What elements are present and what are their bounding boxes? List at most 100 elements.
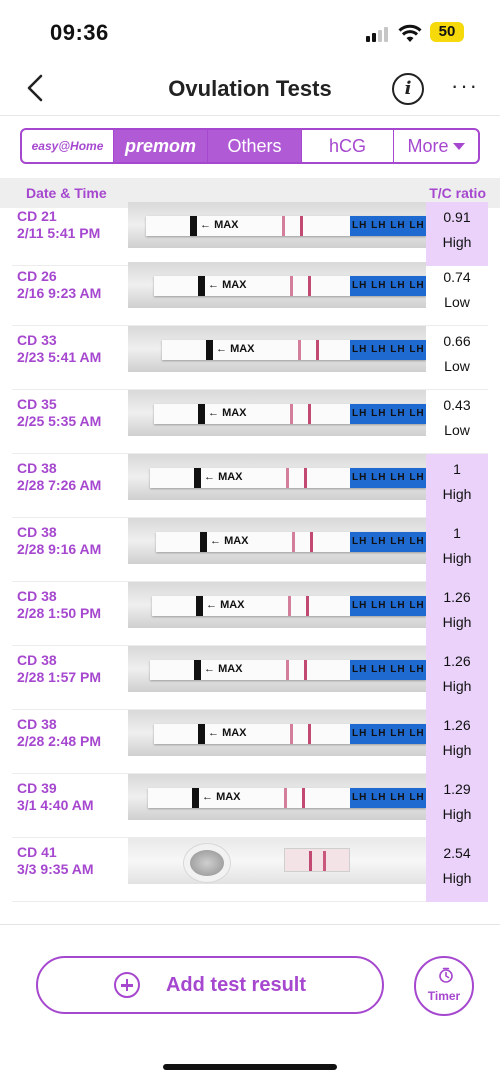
battery-indicator: 50 (430, 22, 464, 42)
status-bar: 09:36 50 (0, 0, 500, 62)
row-date-time: CD 41 3/3 9:35 AM (17, 844, 94, 878)
tc-ratio-cell: 1.26 High (426, 646, 488, 710)
strip-lh-label: LH LH LH LH LH LH (350, 404, 426, 424)
tc-ratio-cell: 1.29 High (426, 774, 488, 838)
test-datetime: 2/28 9:16 AM (17, 541, 102, 557)
tc-ratio-value: 0.43 (443, 397, 471, 413)
tc-ratio-cell: 1 High (426, 518, 488, 582)
more-dots-icon[interactable]: ··· (451, 73, 479, 98)
tc-ratio-value: 1.26 (443, 717, 471, 733)
cycle-day: CD 26 (17, 268, 57, 284)
tc-ratio-value: 1.29 (443, 781, 471, 797)
strip-lh-label: LH LH LH LH LH LH (350, 468, 426, 488)
tab-easy-home[interactable]: easy@Home (22, 130, 114, 162)
tc-ratio-cell: 0.91 High (426, 202, 488, 266)
tab-premom[interactable]: premom (114, 130, 208, 162)
tc-ratio-value: 1.26 (443, 653, 471, 669)
strip-lh-label: LH LH LH LH LH LH (350, 724, 426, 744)
row-date-time: CD 38 2/28 1:57 PM (17, 652, 101, 686)
timer-label: Timer (427, 989, 461, 1003)
cycle-day: CD 38 (17, 652, 57, 668)
lh-level: High (442, 486, 472, 502)
lh-level: Low (444, 294, 470, 310)
strip-max-label: MAX (214, 219, 239, 231)
strip-max-label: MAX (218, 471, 243, 483)
strip-max-label: MAX (222, 279, 247, 291)
divider (0, 924, 500, 925)
lh-level: High (442, 806, 472, 822)
strip-lh-label: LH LH LH LH LH LH (350, 596, 426, 616)
add-plus-icon (113, 972, 140, 998)
row-date-time: CD 26 2/16 9:23 AM (17, 268, 101, 302)
add-test-result-button[interactable]: Add test result (36, 956, 384, 1014)
cycle-day: CD 41 (17, 844, 57, 860)
cycle-day: CD 35 (17, 396, 57, 412)
lh-level: High (442, 870, 472, 886)
test-datetime: 2/28 1:57 PM (17, 669, 102, 685)
row-date-time: CD 38 2/28 9:16 AM (17, 524, 101, 558)
tab-hcg[interactable]: hCG (302, 130, 394, 162)
column-tc-ratio: T/C ratio (429, 185, 486, 201)
row-date-time: CD 39 3/1 4:40 AM (17, 780, 94, 814)
test-datetime: 2/16 9:23 AM (17, 285, 102, 301)
tc-ratio-cell: 0.74 Low (426, 262, 488, 326)
tab-others[interactable]: Others (208, 130, 302, 162)
tc-ratio-value: 1.26 (443, 589, 471, 605)
tc-ratio-value: 0.74 (443, 269, 471, 285)
cycle-day: CD 38 (17, 524, 57, 540)
navigation-bar: Ovulation Tests i ··· (0, 62, 500, 116)
add-test-result-label: Add test result (165, 973, 307, 996)
wifi-icon (398, 24, 422, 42)
tc-ratio-value: 1 (453, 461, 461, 477)
timer-button[interactable]: Timer (414, 956, 474, 1016)
test-datetime: 3/1 4:40 AM (17, 797, 94, 813)
page-title: Ovulation Tests (168, 76, 332, 101)
test-datetime: 2/11 5:41 PM (17, 225, 101, 241)
home-indicator (163, 1064, 337, 1070)
tab-more[interactable]: More (394, 130, 478, 162)
tc-ratio-value: 2.54 (443, 845, 471, 861)
info-icon[interactable]: i (392, 73, 424, 105)
tc-ratio-cell: 0.66 Low (426, 326, 488, 390)
row-date-time: CD 21 2/11 5:41 PM (17, 208, 100, 242)
strip-max-label: MAX (224, 535, 249, 547)
strip-lh-label: LH LH LH LH LH LH (350, 532, 426, 552)
tab-more-label: More (407, 135, 449, 156)
row-date-time: CD 35 2/25 5:35 AM (17, 396, 101, 430)
brand-tabs: easy@Home premom Others hCG More (20, 128, 480, 164)
cycle-day: CD 38 (17, 716, 57, 732)
tc-ratio-value: 0.66 (443, 333, 471, 349)
timer-icon (439, 967, 453, 983)
cycle-day: CD 38 (17, 460, 57, 476)
row-date-time: CD 38 2/28 2:48 PM (17, 716, 101, 750)
cycle-day: CD 38 (17, 588, 57, 604)
column-date-time: Date & Time (26, 185, 107, 201)
strip-max-label: MAX (230, 343, 255, 355)
test-datetime: 2/23 5:41 AM (17, 349, 102, 365)
strip-lh-label: LH LH LH LH LH LH (350, 276, 426, 296)
tc-ratio-cell: 0.43 Low (426, 390, 488, 454)
back-chevron-icon[interactable] (22, 70, 52, 106)
test-row[interactable]: CD 41 3/3 9:35 AM 2.54 High (12, 838, 488, 902)
test-datetime: 2/25 5:35 AM (17, 413, 102, 429)
tc-ratio-cell: 1.26 High (426, 710, 488, 774)
row-date-time: CD 38 2/28 7:26 AM (17, 460, 101, 494)
